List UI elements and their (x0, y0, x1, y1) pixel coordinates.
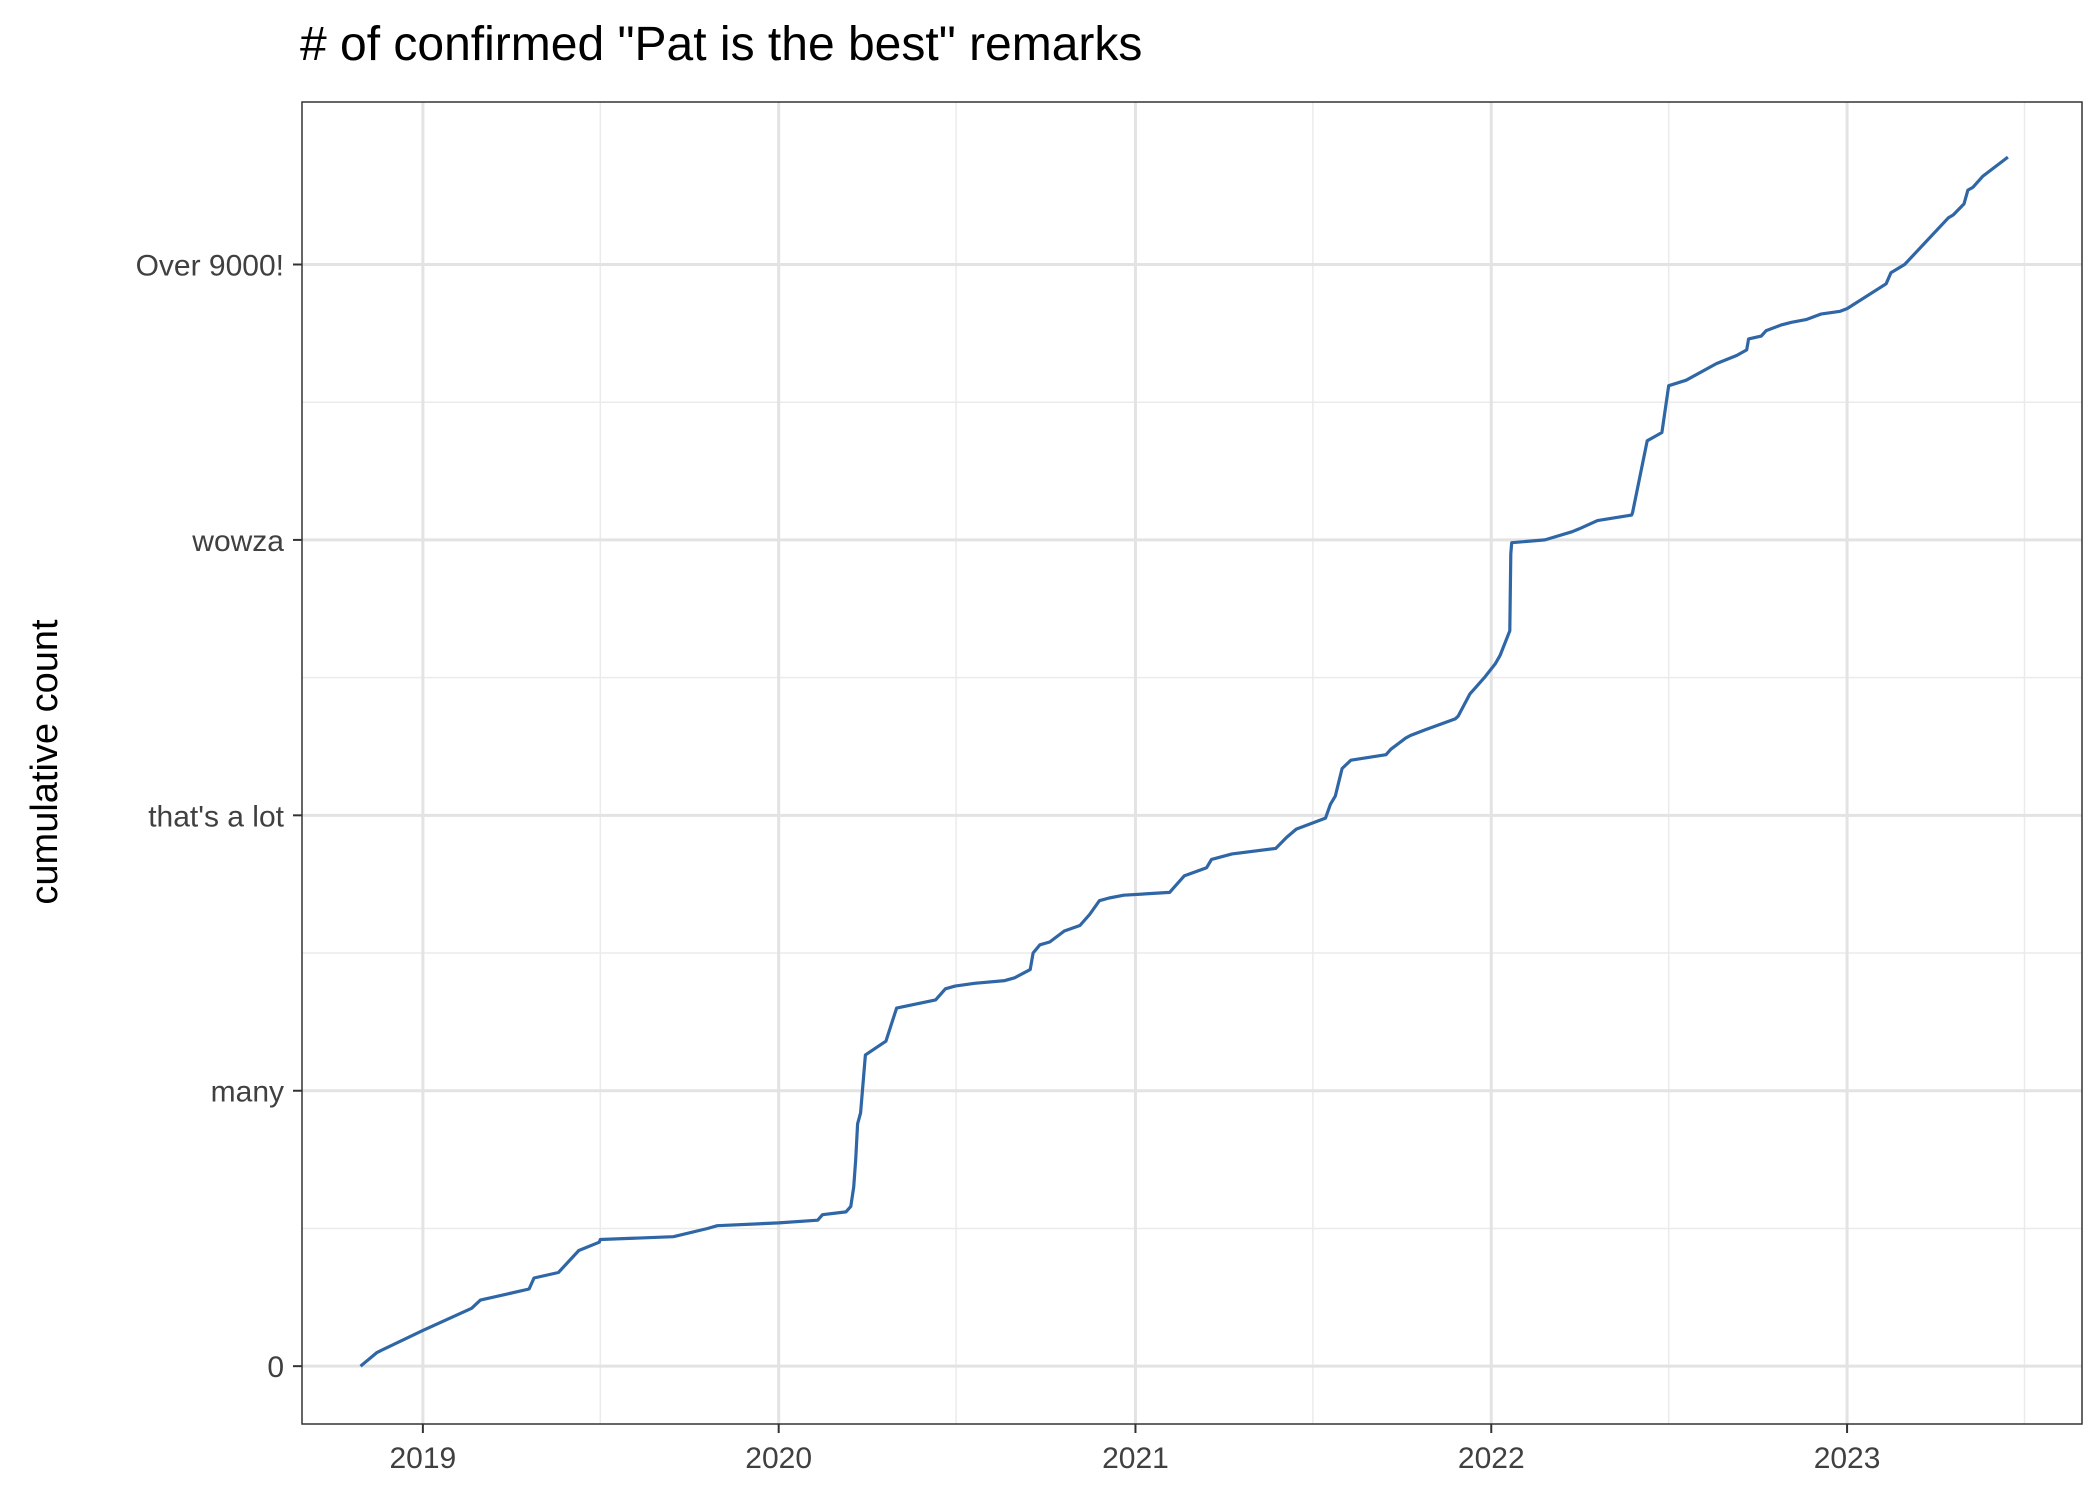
x-tick-label: 2019 (390, 1442, 457, 1475)
panel-border (301, 101, 2083, 1425)
y-tick-label: many (211, 1076, 284, 1109)
x-tick-label: 2023 (1814, 1442, 1881, 1475)
y-tick-label: 0 (267, 1351, 284, 1384)
y-tick-label: that's a lot (148, 800, 284, 833)
grid-layer (302, 102, 2082, 1424)
x-tick-label: 2020 (745, 1442, 812, 1475)
tick-layer: 0 many that's a lot wowza Over 9000! 2019 2020… (136, 249, 1881, 1475)
x-tick-label: 2022 (1458, 1442, 1525, 1475)
x-tick-label: 2021 (1102, 1442, 1169, 1475)
y-tick-label: Over 9000! (136, 249, 284, 282)
chart-title: # of confirmed "Pat is the best" remarks (300, 18, 1142, 71)
panel-background (302, 102, 2082, 1424)
series-layer (359, 155, 2009, 1368)
y-axis-title: cumulative count (24, 619, 66, 905)
series-line (359, 155, 2009, 1368)
y-tick-label: wowza (191, 525, 284, 558)
